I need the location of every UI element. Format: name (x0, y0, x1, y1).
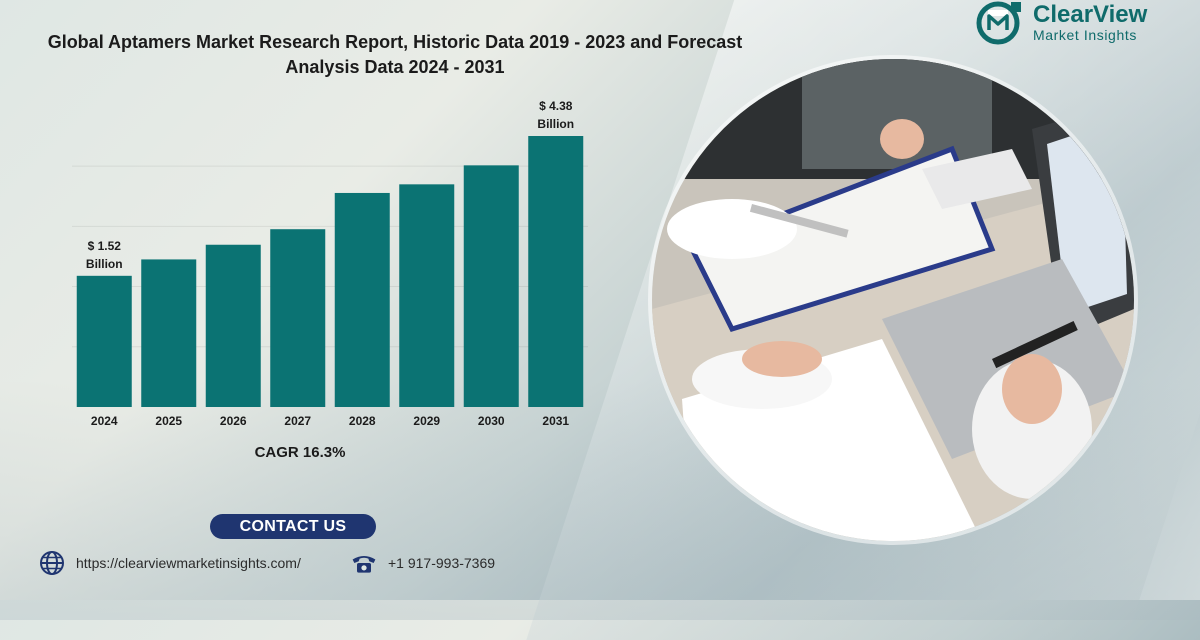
website-url: https://clearviewmarketinsights.com/ (76, 555, 301, 571)
brand-logo[interactable]: ClearView Market Insights (975, 0, 1147, 45)
chart-bar-2026 (205, 244, 261, 407)
chart-bar-2030 (463, 165, 519, 407)
cagr-label: CAGR 16.3% (254, 444, 346, 461)
chart-data-label-2024-line1: Billion (86, 257, 123, 271)
chart-data-label-2031-line0: $ 4.38 (539, 99, 573, 113)
logo-mark-icon (976, 1, 1021, 44)
chart-tick-label-2029: 2029 (413, 414, 440, 428)
chart-tick-label-2025: 2025 (155, 414, 182, 428)
office-photo (648, 55, 1138, 545)
logo-name: ClearView (1033, 0, 1148, 28)
bar-chart: 2024 2025 2026 2027 2028 2029 2030 2031 $ 1.52 Bi… (72, 99, 588, 428)
phone-number: +1 917-993-7369 (388, 555, 496, 571)
logo-tagline: Market Insights (1033, 26, 1137, 43)
chart-tick-label-2031: 2031 (542, 414, 569, 428)
chart-tick-label-2030: 2030 (478, 414, 505, 428)
website-link[interactable]: https://clearviewmarketinsights.com/ (38, 550, 301, 576)
chart-data-label-2031-line1: Billion (537, 117, 574, 131)
globe-icon (40, 551, 64, 575)
chart-bar-2029 (399, 184, 455, 407)
contact-us-button[interactable]: CONTACT US (210, 514, 376, 539)
chart-bar-2028 (334, 192, 390, 407)
chart-bar-2025 (141, 259, 197, 407)
chart-tick-label-2026: 2026 (220, 414, 247, 428)
chart-bar-2024 (76, 275, 132, 407)
chart-data-label-2024-line0: $ 1.52 (88, 239, 122, 253)
telephone-icon (352, 556, 376, 573)
office-scene-illustration (652, 59, 1134, 541)
chart-tick-label-2028: 2028 (349, 414, 376, 428)
chart-tick-label-2024: 2024 (91, 414, 118, 428)
phone-link[interactable]: +1 917-993-7369 (350, 550, 495, 576)
chart-bar-2031 (528, 136, 584, 407)
page-title: Global Aptamers Market Research Report, … (47, 32, 743, 77)
chart-bar-2027 (270, 229, 326, 407)
chart-tick-label-2027: 2027 (284, 414, 311, 428)
